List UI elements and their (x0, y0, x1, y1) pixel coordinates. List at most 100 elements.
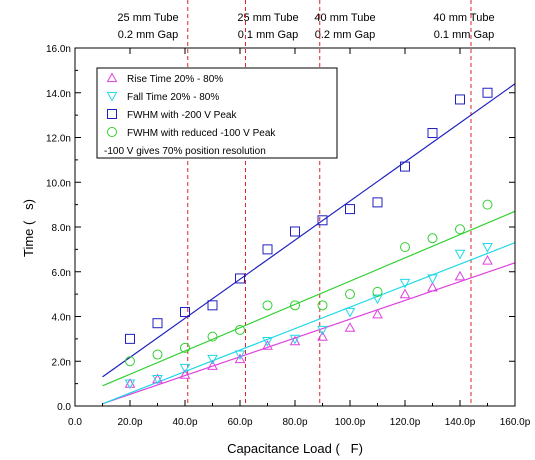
legend-box (96, 67, 338, 159)
x-axis-title: Capacitance Load ( F) (227, 441, 363, 456)
x-tick-label: 0.0 (68, 417, 82, 428)
data-point (372, 286, 383, 297)
data-point (179, 363, 191, 374)
data-point (262, 300, 273, 311)
data-point (372, 197, 383, 208)
data-point (262, 340, 273, 350)
x-tick-label: 40.0p (172, 417, 197, 428)
data-point (482, 199, 493, 210)
data-point (372, 294, 383, 305)
top-label-3-line1: 40 mm Tube (314, 12, 375, 24)
y-axis-title: Time ( s) (21, 199, 36, 257)
top-labels: 25 mm Tube 0.2 mm Gap 25 mm Tube 0.1 mm … (117, 12, 494, 41)
x-tick-label: 140.0p (445, 417, 476, 428)
top-label-2-line1: 25 mm Tube (237, 12, 298, 24)
data-point (427, 274, 438, 284)
top-label-3-line2: 0.2 mm Gap (315, 29, 376, 41)
data-point (372, 308, 383, 319)
y-tick-label: 12.0n (46, 134, 71, 145)
data-point (179, 369, 191, 379)
data-point (427, 281, 438, 292)
data-point (344, 322, 356, 332)
data-point (317, 215, 328, 226)
top-label-4-line1: 40 mm Tube (433, 12, 494, 24)
data-point (180, 342, 190, 353)
data-point (207, 354, 218, 365)
data-point (125, 356, 135, 367)
fit-line (102, 242, 516, 405)
x-tick-label: 120.0p (390, 417, 421, 428)
legend-label-rise-time: Rise Time 20% - 80% (127, 74, 223, 85)
data-point (152, 318, 163, 329)
data-point (482, 255, 493, 265)
data-point (207, 300, 218, 311)
data-point (454, 270, 466, 281)
data-points (124, 87, 493, 390)
x-tick-label: 100.0p (335, 417, 366, 428)
y-tick-label: 8.0n (52, 223, 71, 234)
y-tick-label: 16.0n (46, 44, 71, 55)
data-point (207, 360, 218, 370)
y-tick-label: 14.0n (46, 89, 71, 100)
data-point (317, 331, 328, 341)
legend-label-fwhm-200v: FWHM with -200 V Peak (127, 110, 237, 121)
y-tick-label: 4.0n (52, 313, 71, 324)
data-point (234, 353, 246, 364)
legend-label-fall-time: Fall Time 20% - 80% (127, 92, 219, 103)
x-tick-labels: 0.0 20.0p 40.0p 60.0p 80.0p 100.0p 120.0p 140.0… (68, 417, 531, 428)
legend-label-fwhm-100v: FWHM with reduced -100 V Peak (127, 128, 276, 139)
data-point (454, 249, 466, 260)
data-point (152, 349, 163, 360)
x-tick-label: 60.0p (227, 417, 252, 428)
data-point (125, 333, 135, 344)
y-tick-label: 0.0 (57, 402, 71, 413)
x-tick-label: 160.0p (500, 417, 531, 428)
data-point (290, 226, 300, 237)
x-tick-label: 80.0p (282, 417, 307, 428)
data-point (345, 204, 355, 215)
data-point (345, 289, 355, 300)
data-point (399, 288, 411, 299)
data-point (207, 331, 218, 342)
data-point (482, 87, 493, 98)
x-tick-label: 20.0p (117, 417, 142, 428)
data-point (262, 337, 273, 347)
legend: Rise Time 20% - 80% Fall Time 20% - 80% … (96, 67, 338, 159)
data-point (235, 324, 245, 335)
y-tick-label: 2.0n (52, 357, 71, 368)
fit-line (102, 210, 516, 387)
data-point (344, 307, 356, 318)
data-point (152, 375, 163, 385)
legend-marker (107, 109, 117, 119)
data-point (427, 233, 438, 244)
legend-marker (106, 91, 118, 102)
axis-ticks (74, 47, 516, 407)
data-point (235, 273, 245, 284)
data-point (455, 224, 465, 235)
data-point (317, 325, 328, 336)
fit-line (102, 262, 516, 405)
data-point (400, 161, 410, 172)
y-tick-label: 10.0n (46, 178, 71, 189)
fit-lines (102, 83, 516, 405)
data-point (289, 334, 301, 345)
fit-line (102, 83, 516, 378)
legend-marker (106, 72, 118, 83)
data-point (400, 242, 410, 253)
data-point (289, 335, 301, 346)
data-point (124, 379, 136, 390)
legend-marker (107, 127, 117, 137)
data-point (427, 128, 438, 139)
divider-lines (187, 0, 472, 406)
data-point (180, 307, 190, 318)
top-label-1-line2: 0.2 mm Gap (118, 29, 179, 41)
legend-note: -100 V gives 70% position resolution (104, 146, 266, 157)
data-point (482, 243, 493, 253)
y-tick-labels: 0.0 2.0n 4.0n 6.0n 8.0n 10.0n 12.0n 14.0n 16.0n (46, 44, 71, 413)
top-label-1-line1: 25 mm Tube (117, 12, 178, 24)
top-label-2-line2: 0.1 mm Gap (238, 29, 299, 41)
y-tick-label: 6.0n (52, 268, 71, 279)
legend-markers (106, 72, 118, 137)
data-point (290, 300, 300, 311)
